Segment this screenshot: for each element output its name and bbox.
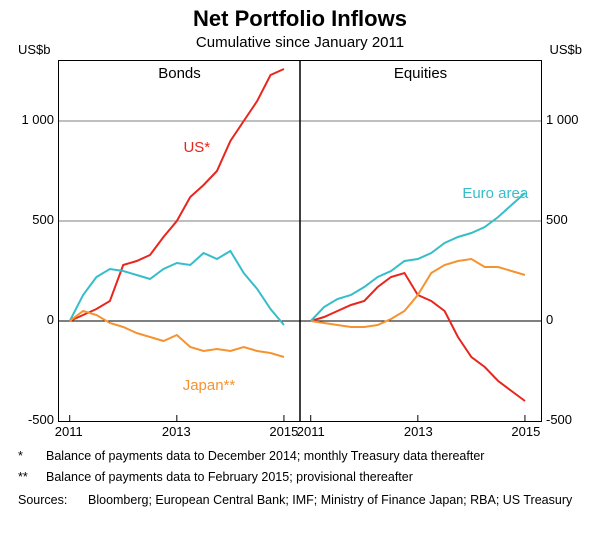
panel-label-equities: Equities (300, 65, 541, 82)
sources-label: Sources: (18, 492, 88, 509)
panel-label-bonds: Bonds (59, 65, 300, 82)
xtick-label: 2015 (269, 424, 298, 439)
y-axis-unit-right: US$b (549, 42, 582, 57)
xtick-label: 2013 (162, 424, 191, 439)
chart-subtitle: Cumulative since January 2011 (0, 32, 600, 55)
ytick-label: 500 (4, 212, 54, 227)
footnote-1: * Balance of payments data to December 2… (18, 448, 582, 465)
ytick-label: -500 (4, 412, 54, 427)
xtick-label: 2011 (297, 424, 325, 439)
series-label-us: US* (183, 139, 210, 156)
ytick-label: -500 (546, 412, 596, 427)
ytick-label: 1 000 (4, 112, 54, 127)
chart-container: Net Portfolio Inflows Cumulative since J… (0, 0, 600, 560)
sources: Sources: Bloomberg; European Central Ban… (18, 492, 582, 509)
xtick-label: 2015 (511, 424, 540, 439)
footnote-1-mark: * (18, 448, 46, 465)
footnote-2-text: Balance of payments data to February 201… (46, 469, 582, 486)
ytick-label: 1 000 (546, 112, 596, 127)
series-us (311, 273, 525, 401)
series-label-japan: Japan** (183, 377, 236, 394)
xtick-label: 2011 (55, 424, 83, 439)
series-japan (311, 259, 525, 327)
ytick-label: 500 (546, 212, 596, 227)
footnote-2-mark: ** (18, 469, 46, 486)
chart-title: Net Portfolio Inflows (0, 0, 600, 32)
footnote-1-text: Balance of payments data to December 201… (46, 448, 582, 465)
series-euro (70, 251, 284, 325)
series-japan (70, 311, 284, 357)
footnote-2: ** Balance of payments data to February … (18, 469, 582, 486)
footnotes: * Balance of payments data to December 2… (18, 448, 582, 509)
plot-svg (59, 61, 541, 421)
xtick-label: 2013 (404, 424, 433, 439)
ytick-label: 0 (4, 312, 54, 327)
ytick-label: 0 (546, 312, 596, 327)
plot-area: Bonds Equities US* Japan** Euro area (58, 60, 542, 422)
y-axis-unit-left: US$b (18, 42, 51, 57)
series-label-euro: Euro area (462, 185, 528, 202)
sources-text: Bloomberg; European Central Bank; IMF; M… (88, 492, 582, 509)
series-euro (311, 193, 525, 321)
